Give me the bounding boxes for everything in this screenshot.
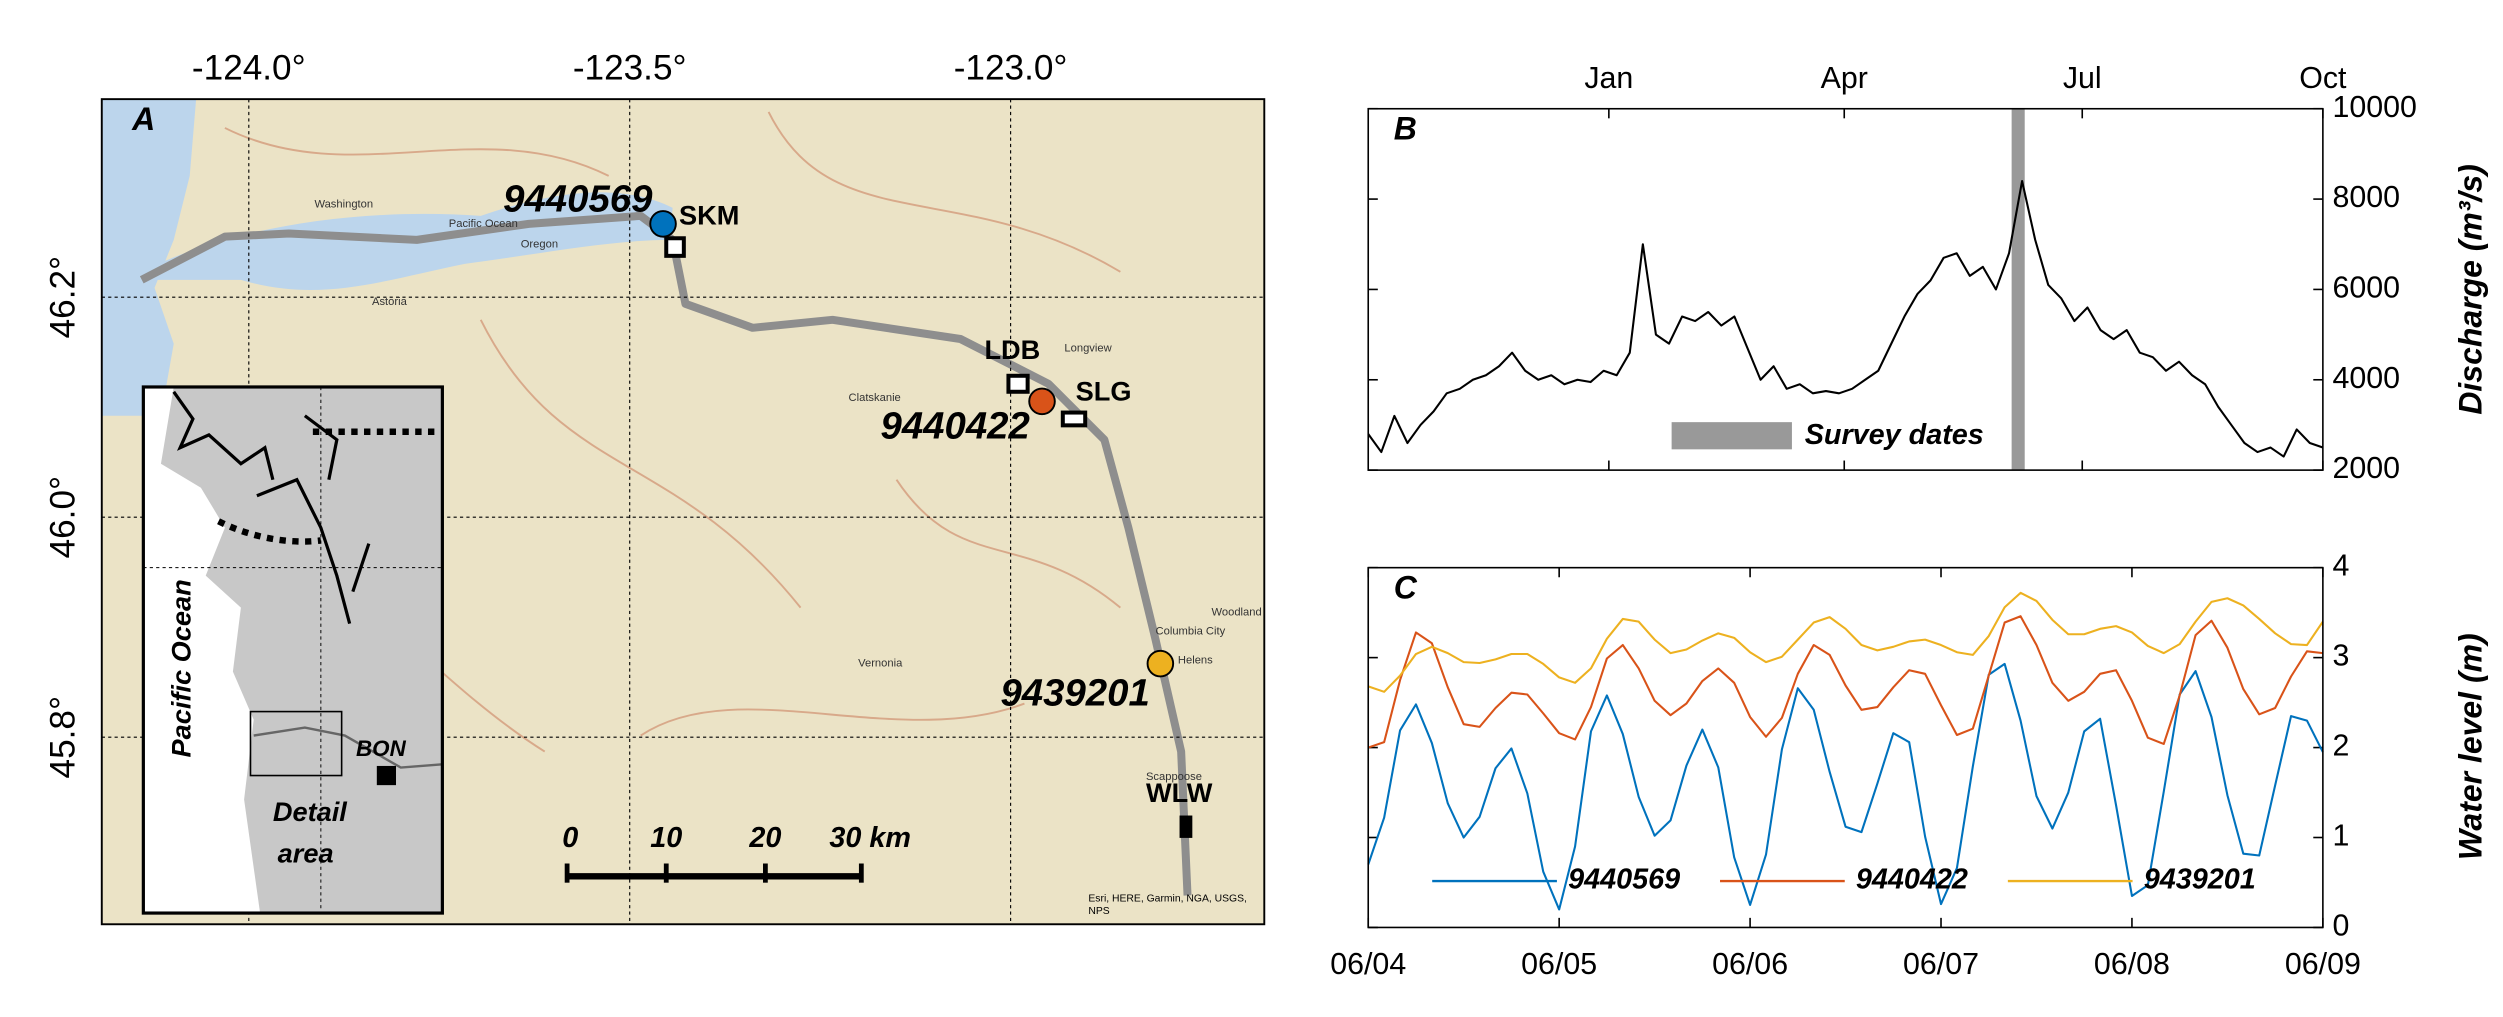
place-label: Astoria xyxy=(372,296,408,308)
inset-border xyxy=(217,518,322,545)
inset-detail-label: area xyxy=(278,838,334,869)
y-tick-label: 2000 xyxy=(2332,451,2400,485)
site-label: WLW xyxy=(1146,777,1213,808)
site-marker xyxy=(1179,815,1193,838)
x-tick-label: 06/06 xyxy=(1712,947,1788,981)
site-marker xyxy=(1060,410,1088,428)
ocean xyxy=(101,99,197,416)
place-label: Washington xyxy=(314,199,373,211)
x-tick-label: Apr xyxy=(1821,61,1868,95)
data-line xyxy=(1367,662,2324,911)
detail-box xyxy=(249,710,343,777)
map-x-tick-label: -124.0° xyxy=(192,49,306,88)
place-label: Clatskanie xyxy=(849,392,901,404)
scale-label: 30 km xyxy=(829,822,911,854)
station-marker xyxy=(649,210,677,238)
station-label: 9440569 xyxy=(503,178,653,221)
place-label: Oregon xyxy=(521,239,558,251)
panel-label: C xyxy=(1394,570,1418,606)
inset-ocean-label: Pacific Ocean xyxy=(166,579,197,757)
station-label: 9439201 xyxy=(1000,672,1149,715)
map-frame xyxy=(100,98,1266,926)
map-y-tick-label: 46.2° xyxy=(43,256,82,338)
station-label: 9440422 xyxy=(881,405,1030,448)
data-line xyxy=(1367,615,2323,749)
y-tick-label: 0 xyxy=(2332,908,2349,942)
map-ticks: -124.0° -123.5° -123.0° 46.2° 46.0° 45.8° xyxy=(43,49,1265,925)
chart: 4 3 2 1 0 06/04 06/05 06/06 06/07 06/08 06/09 C Wate… xyxy=(1330,549,2488,981)
site-label: LDB xyxy=(984,334,1040,365)
y-tick-label: 4000 xyxy=(2332,361,2400,395)
place-label: Woodland xyxy=(1212,606,1262,618)
attribution: Esri, HERE, Garmin, NGA, USGS, xyxy=(1088,893,1247,904)
x-tick-label: Jul xyxy=(2063,61,2102,95)
y-tick-label: 3 xyxy=(2332,639,2349,673)
site-label: SKM xyxy=(679,200,739,231)
site-marker xyxy=(664,236,686,258)
site-label: SLG xyxy=(1076,376,1132,407)
highlight-band xyxy=(2011,108,2025,471)
y-axis-label: Discharge (m³/s) xyxy=(2453,164,2489,414)
station-marker xyxy=(1146,649,1175,678)
data-line xyxy=(1367,179,2324,458)
y-tick-label: 10000 xyxy=(2332,90,2416,124)
place-label: Vernonia xyxy=(858,658,903,670)
place-label: Scappoose xyxy=(1146,771,1202,783)
inset-river xyxy=(253,726,443,769)
x-tick-label: Oct xyxy=(2299,61,2347,95)
place-label: Helens xyxy=(1178,654,1213,666)
inset-ocean xyxy=(143,386,261,914)
inset-map: Pacific Ocean Detail area BON xyxy=(141,385,444,915)
place-label: Pacific Ocean xyxy=(449,218,518,230)
y-tick-label: 2 xyxy=(2332,729,2349,763)
y-tick-label: 6000 xyxy=(2332,270,2400,304)
inset-detail-label: Detail xyxy=(273,796,348,827)
place-label: Longview xyxy=(1064,343,1112,355)
stations: 9440569 9440422 9439201 xyxy=(503,178,1175,715)
river xyxy=(139,211,1192,896)
legend-label: 9440422 xyxy=(1856,864,1968,896)
chart: Survey dates 10000 8000 6000 4000 2000 Jan Apr J… xyxy=(1367,61,2489,485)
x-tick-label: 06/09 xyxy=(2285,947,2361,981)
site-marker xyxy=(1006,373,1030,394)
bon-marker xyxy=(376,765,397,786)
data-line xyxy=(1367,591,2324,693)
map-y-tick-label: 45.8° xyxy=(43,696,82,778)
inset-frame xyxy=(141,385,444,915)
map-panel: -124.0° -123.5° -123.0° 46.2° 46.0° 45.8° A P… xyxy=(43,49,1266,926)
map-x-tick-label: -123.0° xyxy=(954,49,1068,88)
charts: Survey dates 10000 8000 6000 4000 2000 Jan Apr J… xyxy=(1330,61,2488,981)
legend-label: 9439201 xyxy=(2144,864,2256,896)
legend-label: 9440569 xyxy=(1568,864,1680,896)
inset-site-label: BON xyxy=(356,736,407,761)
map-x-tick-label: -123.5° xyxy=(573,49,687,88)
x-tick-label: 06/08 xyxy=(2094,947,2170,981)
y-tick-label: 1 xyxy=(2332,819,2349,853)
attribution: NPS xyxy=(1088,906,1109,917)
scale-label: 0 xyxy=(562,822,578,854)
scale-label: 20 xyxy=(748,822,781,854)
x-tick-label: 06/07 xyxy=(1903,947,1979,981)
y-tick-label: 8000 xyxy=(2332,180,2400,214)
panel-label: A xyxy=(131,101,155,137)
place-label: Columbia City xyxy=(1156,626,1226,638)
scale-label: 10 xyxy=(650,822,682,854)
map-y-tick-label: 46.0° xyxy=(43,476,82,558)
station-marker xyxy=(1028,387,1056,416)
y-axis-label: Water level (m) xyxy=(2453,633,2489,860)
x-tick-label: Jan xyxy=(1584,61,1633,95)
plot-frame xyxy=(1367,566,2324,929)
survey-span xyxy=(1671,422,1792,450)
plot-frame xyxy=(1367,107,2324,471)
panel-label: B xyxy=(1394,111,1417,147)
x-tick-label: 06/04 xyxy=(1330,947,1406,981)
y-tick-label: 4 xyxy=(2332,549,2349,583)
survey-label: Survey dates xyxy=(1805,419,1984,451)
x-tick-label: 06/05 xyxy=(1521,947,1597,981)
